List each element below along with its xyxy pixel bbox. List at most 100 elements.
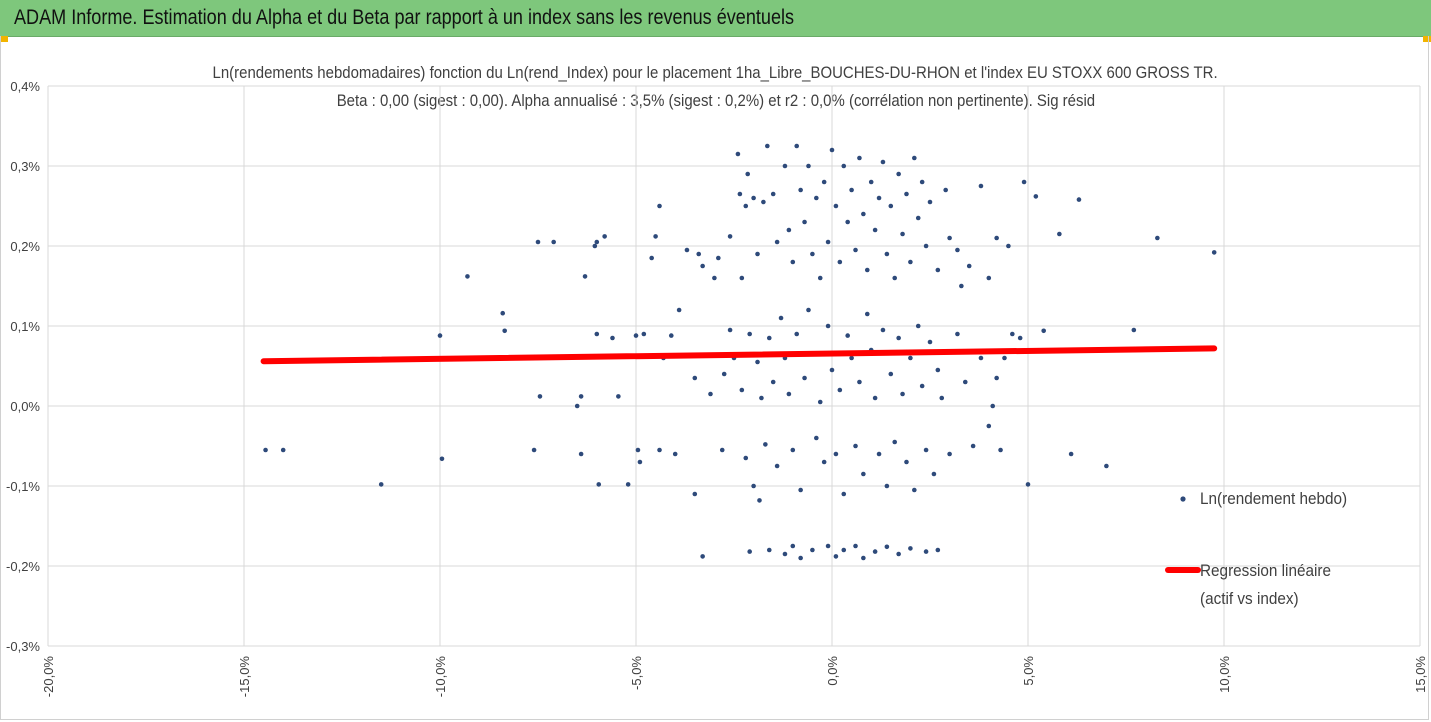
data-point bbox=[770, 379, 776, 385]
regression-line bbox=[260, 345, 1218, 365]
data-point bbox=[994, 375, 999, 381]
data-point bbox=[825, 543, 831, 549]
data-point bbox=[798, 487, 803, 493]
data-point bbox=[535, 239, 541, 245]
data-point bbox=[853, 247, 858, 253]
data-point bbox=[896, 171, 901, 177]
data-point bbox=[1010, 331, 1015, 337]
data-point bbox=[849, 355, 854, 361]
data-point bbox=[864, 267, 870, 273]
data-point bbox=[708, 391, 713, 397]
data-point bbox=[966, 263, 972, 269]
data-point bbox=[676, 307, 682, 313]
data-point bbox=[896, 551, 901, 557]
data-point bbox=[908, 259, 913, 265]
data-point bbox=[610, 335, 615, 341]
data-point bbox=[790, 259, 796, 265]
data-point bbox=[759, 395, 764, 401]
corner-mark-left bbox=[0, 36, 8, 42]
data-point bbox=[829, 367, 835, 373]
x-tick-label: -10,0% bbox=[433, 656, 448, 698]
data-point bbox=[727, 234, 733, 239]
data-point bbox=[931, 471, 937, 477]
data-point bbox=[616, 394, 621, 399]
data-point bbox=[737, 191, 743, 197]
data-point bbox=[802, 219, 807, 225]
data-point bbox=[845, 333, 850, 338]
data-point bbox=[770, 191, 776, 197]
data-point bbox=[782, 163, 788, 169]
data-point bbox=[502, 328, 507, 334]
data-point bbox=[1076, 197, 1082, 202]
data-point bbox=[857, 155, 862, 161]
data-point bbox=[719, 447, 725, 453]
data-point bbox=[845, 219, 850, 225]
data-point bbox=[1002, 355, 1007, 361]
data-point bbox=[755, 251, 760, 257]
chart-area bbox=[0, 36, 1429, 720]
report-header: ADAM Informe. Estimation du Alpha et du … bbox=[0, 0, 1431, 37]
data-point bbox=[919, 179, 925, 185]
y-tick-label: 0,3% bbox=[10, 159, 40, 174]
data-point bbox=[810, 547, 815, 553]
data-point bbox=[841, 163, 847, 169]
data-point bbox=[833, 203, 839, 209]
data-point bbox=[747, 331, 752, 337]
data-point bbox=[912, 487, 917, 493]
data-point bbox=[872, 227, 878, 233]
report-title: ADAM Informe. Estimation du Alpha et du … bbox=[14, 6, 795, 29]
data-point bbox=[637, 459, 643, 465]
data-point bbox=[596, 482, 602, 487]
data-point bbox=[1033, 194, 1039, 199]
chart-title-line1: Ln(rendements hebdomadaires) fonction du… bbox=[212, 63, 1219, 82]
data-point bbox=[500, 310, 506, 316]
data-point bbox=[872, 395, 878, 401]
data-point bbox=[790, 447, 796, 453]
y-tick-label: -0,3% bbox=[6, 639, 40, 654]
data-point bbox=[633, 333, 639, 338]
data-point bbox=[962, 379, 968, 385]
data-point bbox=[786, 227, 792, 233]
data-point bbox=[884, 483, 890, 489]
data-point bbox=[672, 451, 678, 457]
data-point bbox=[1211, 250, 1217, 255]
data-point bbox=[594, 239, 600, 245]
data-point bbox=[684, 247, 690, 253]
data-point bbox=[743, 455, 749, 461]
data-point bbox=[578, 451, 584, 457]
y-tick-label: 0,4% bbox=[10, 79, 40, 94]
data-point bbox=[915, 323, 921, 329]
legend-label-regression-line2: (actif vs index) bbox=[1200, 589, 1299, 608]
data-point bbox=[900, 231, 905, 237]
data-point bbox=[861, 471, 866, 477]
y-tick-label: 0,1% bbox=[10, 319, 40, 334]
data-point bbox=[814, 435, 819, 441]
data-point bbox=[786, 391, 792, 397]
data-point bbox=[437, 333, 443, 338]
data-point bbox=[798, 187, 803, 193]
data-point bbox=[649, 255, 654, 261]
data-point bbox=[876, 195, 882, 201]
data-point bbox=[864, 311, 870, 317]
data-point bbox=[959, 283, 964, 289]
data-point bbox=[923, 447, 929, 453]
data-point bbox=[653, 234, 658, 239]
data-point bbox=[778, 315, 784, 321]
data-point bbox=[761, 199, 766, 205]
data-point bbox=[782, 551, 788, 557]
data-point bbox=[904, 459, 909, 465]
data-point bbox=[727, 327, 733, 333]
data-point bbox=[884, 544, 890, 550]
data-point bbox=[692, 491, 698, 497]
data-point bbox=[841, 547, 847, 553]
data-point bbox=[892, 439, 898, 445]
data-point bbox=[998, 447, 1003, 453]
data-point bbox=[263, 447, 268, 453]
data-point bbox=[825, 239, 831, 245]
data-point bbox=[841, 491, 847, 497]
data-point bbox=[1025, 482, 1031, 487]
x-tick-label: -20,0% bbox=[41, 656, 56, 698]
data-point bbox=[904, 191, 909, 197]
data-point bbox=[853, 543, 858, 549]
data-point bbox=[712, 275, 717, 281]
